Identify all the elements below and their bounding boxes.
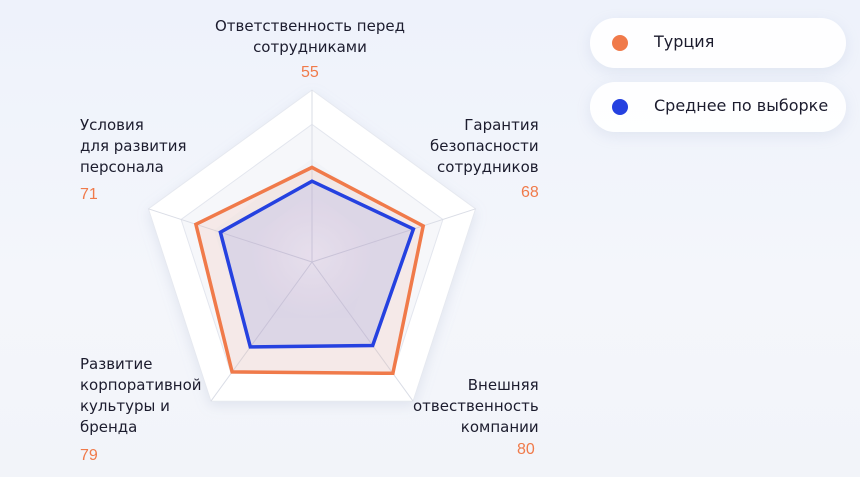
axis-label-line: компании	[460, 418, 539, 436]
axis-value-4: 79	[80, 447, 98, 464]
axis-label-2: Гарантия безопасности сотрудников	[430, 115, 539, 178]
axis-label-line: Условия	[80, 116, 144, 134]
axis-label-line: Развитие	[80, 355, 153, 373]
series-polygon-turkey	[193, 165, 426, 376]
axis-label-line: сотрудников	[437, 158, 539, 176]
axis-label-line: сотрудниками	[253, 38, 367, 56]
axis-label-line: культуры и	[80, 397, 170, 415]
series-polygon-average	[218, 179, 416, 349]
legend-label-turkey: Турция	[654, 32, 715, 51]
axis-label-line: бренда	[80, 418, 138, 436]
axis-value-2: 68	[521, 184, 539, 201]
axis-label-1: Ответственность перед сотрудниками	[215, 16, 405, 58]
legend-item-average: Среднее по выборке	[590, 82, 846, 132]
axis-label-line: для развития	[80, 137, 187, 155]
axis-label-3: Внешняя отвественность компании	[413, 375, 539, 438]
axis-label-line: персонала	[80, 158, 164, 176]
axis-label-line: отвественность	[413, 397, 539, 415]
legend-label-average: Среднее по выборке	[654, 96, 829, 115]
axis-value-5: 71	[80, 186, 98, 203]
radar-spoke	[311, 261, 414, 402]
legend-dot-turkey	[612, 35, 628, 51]
axis-label-5: Условия для развития персонала	[80, 115, 187, 178]
radar-spoke	[311, 208, 476, 263]
axis-label-line: Ответственность перед	[215, 17, 405, 35]
legend-item-turkey: Турция	[590, 18, 846, 68]
radar-spoke	[148, 208, 313, 263]
legend-dot-average	[612, 99, 628, 115]
radar-spoke	[210, 261, 313, 402]
axis-label-4: Развитие корпоративной культуры и бренда	[80, 354, 202, 438]
axis-label-line: Гарантия	[464, 116, 539, 134]
axis-label-line: Внешняя	[467, 376, 539, 394]
axis-label-line: безопасности	[430, 137, 539, 155]
axis-label-line: корпоративной	[80, 376, 202, 394]
axis-value-3: 80	[517, 441, 535, 458]
axis-value-1: 55	[301, 64, 319, 81]
